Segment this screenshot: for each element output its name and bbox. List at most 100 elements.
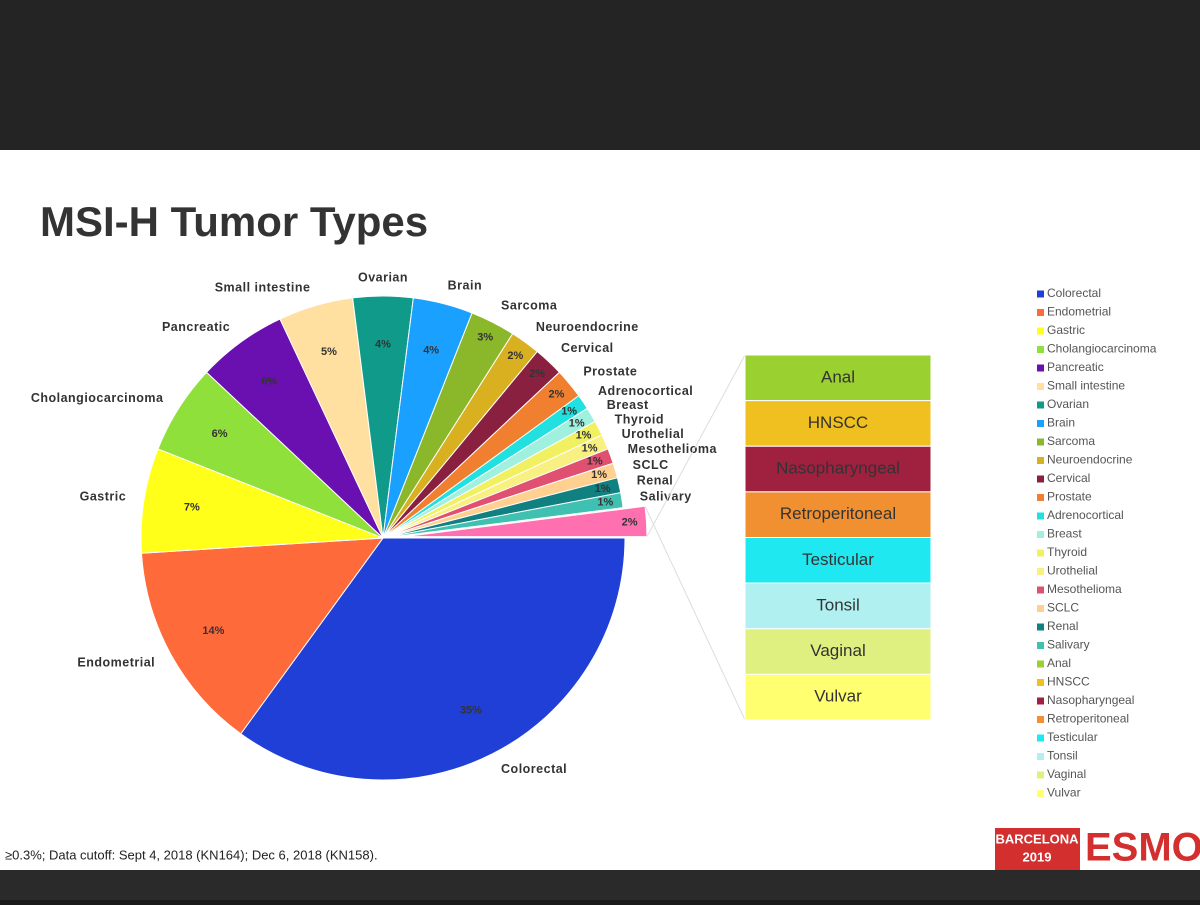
legend-swatch: [1037, 346, 1044, 353]
legend-swatch: [1037, 290, 1044, 298]
legend-swatch: [1037, 549, 1044, 557]
category-label: Mesothelioma: [628, 442, 718, 456]
legend-label: Retroperitoneal: [1047, 712, 1129, 726]
category-label: Endometrial: [77, 656, 155, 670]
breakdown-segment: [744, 400, 932, 447]
legend-swatch: [1037, 679, 1044, 686]
legend-swatch: [1037, 586, 1044, 594]
category-label: Gastric: [80, 490, 127, 504]
legend-label: Colorectal: [1047, 286, 1101, 300]
legend-swatch: [1037, 364, 1044, 372]
data-label: 3%: [477, 331, 493, 343]
legend-swatch: [1037, 623, 1044, 631]
legend-label: Neuroendocrine: [1047, 453, 1133, 467]
category-label: Cholangiocarcinoma: [31, 391, 164, 405]
category-label: Pancreatic: [162, 320, 230, 334]
category-label: Small intestine: [215, 281, 311, 295]
connector: [644, 506, 746, 721]
legend-label: Pancreatic: [1047, 360, 1104, 374]
category-label: Urothelial: [622, 427, 685, 441]
data-label: 1%: [587, 456, 603, 468]
legend-swatch: [1037, 771, 1044, 779]
breakdown-segment: [744, 537, 932, 584]
legend-label: Endometrial: [1047, 305, 1111, 319]
category-label: Sarcoma: [501, 299, 558, 313]
legend-swatch: [1037, 753, 1044, 760]
legend-label: Prostate: [1047, 490, 1092, 504]
legend-swatch: [1037, 401, 1044, 409]
category-label: Neuroendocrine: [536, 320, 639, 334]
breakdown-label: Vaginal: [810, 641, 865, 660]
legend-label: Adrenocortical: [1047, 508, 1124, 522]
legend-label: Salivary: [1047, 638, 1090, 652]
breakdown-label: Retroperitoneal: [780, 504, 896, 523]
legend-label: Cholangiocarcinoma: [1047, 342, 1157, 356]
logo-box: [995, 828, 1080, 870]
data-label: 7%: [184, 502, 200, 514]
category-label: SCLC: [633, 458, 669, 472]
legend-swatch: [1037, 383, 1044, 390]
data-label: 14%: [202, 625, 224, 637]
legend-label: Breast: [1047, 527, 1082, 541]
data-label: 1%: [595, 483, 611, 495]
category-label: Thyroid: [615, 412, 664, 426]
legend-label: Thyroid: [1047, 545, 1087, 559]
breakdown-label: Tonsil: [816, 595, 859, 614]
logo-text: 2019: [1023, 849, 1052, 864]
legend-label: Renal: [1047, 619, 1078, 633]
legend-label: Urothelial: [1047, 564, 1098, 578]
data-label: 1%: [576, 430, 592, 442]
legend-swatch: [1037, 327, 1044, 335]
category-label: Prostate: [583, 365, 637, 379]
legend-swatch: [1037, 457, 1044, 464]
pie-slice: [140, 448, 384, 554]
breakdown-segment: [744, 582, 932, 630]
breakdown-segment: [744, 673, 932, 721]
legend-label: Mesothelioma: [1047, 582, 1122, 596]
data-label: 5%: [321, 346, 337, 358]
legend-swatch: [1037, 660, 1044, 668]
legend-swatch: [1037, 494, 1044, 501]
breakdown-label: Nasopharyngeal: [776, 459, 900, 478]
legend-label: Anal: [1047, 656, 1071, 670]
legend-label: Vaginal: [1047, 767, 1086, 781]
chart-title: MSI-H Tumor Types: [40, 198, 428, 245]
legend-label: HNSCC: [1047, 675, 1090, 689]
data-label: 1%: [561, 405, 577, 417]
data-label: 2%: [529, 368, 545, 380]
breakdown-label: HNSCC: [808, 413, 868, 432]
breakdown-label: Anal: [821, 367, 855, 386]
category-label: Colorectal: [501, 762, 567, 776]
legend-label: Sarcoma: [1047, 434, 1095, 448]
legend-swatch: [1037, 790, 1044, 797]
category-label: Salivary: [640, 490, 692, 504]
legend-swatch: [1037, 438, 1044, 446]
category-label: Breast: [607, 398, 649, 412]
category-label: Ovarian: [358, 270, 408, 284]
breakdown-label: Vulvar: [814, 687, 862, 706]
pie-slice: [140, 537, 385, 735]
data-label: 35%: [460, 704, 482, 716]
legend-swatch: [1037, 697, 1044, 705]
legend-swatch: [1037, 642, 1044, 649]
legend-label: SCLC: [1047, 601, 1079, 615]
legend-swatch: [1037, 716, 1044, 723]
legend-label: Cervical: [1047, 471, 1090, 485]
data-label: 1%: [582, 443, 598, 455]
logo-text: BARCELONA: [995, 831, 1079, 846]
breakdown-segment: [744, 445, 932, 493]
legend-label: Brain: [1047, 416, 1075, 430]
legend-label: Tonsil: [1047, 749, 1078, 763]
data-label: 4%: [375, 338, 391, 350]
data-label: 1%: [591, 469, 607, 481]
legend-swatch: [1037, 475, 1044, 483]
data-label: 2%: [548, 388, 564, 400]
legend-swatch: [1037, 512, 1044, 520]
legend-swatch: [1037, 568, 1044, 575]
breakdown-segment: [744, 354, 932, 402]
logo-text: ESMO: [1085, 826, 1200, 870]
legend-swatch: [1037, 605, 1044, 612]
legend-label: Vulvar: [1047, 786, 1081, 800]
pie-slice: [382, 492, 624, 539]
